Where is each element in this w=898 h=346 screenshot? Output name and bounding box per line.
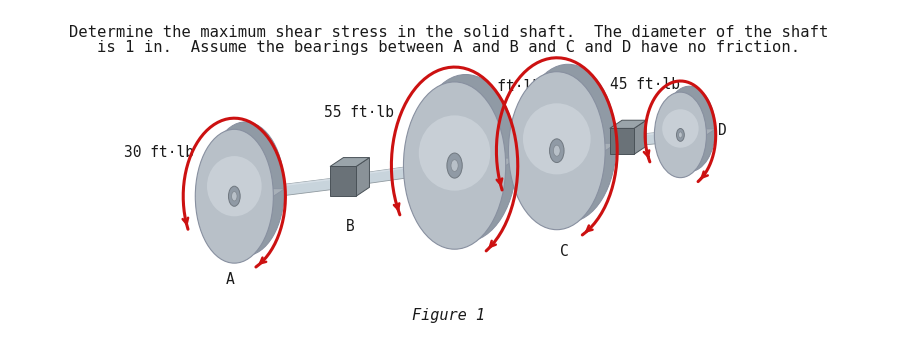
Polygon shape [610,120,647,128]
Text: B: B [346,219,355,234]
Ellipse shape [523,103,591,174]
Text: A: A [225,272,234,288]
Polygon shape [610,128,634,154]
Polygon shape [330,166,357,196]
Text: Determine the maximum shear stress in the solid shaft.  The diameter of the shaf: Determine the maximum shear stress in th… [69,25,829,40]
Polygon shape [655,129,716,135]
Polygon shape [621,129,691,137]
Ellipse shape [679,132,682,138]
Ellipse shape [207,122,285,256]
Ellipse shape [195,129,273,263]
Ellipse shape [447,153,462,178]
Ellipse shape [553,145,560,156]
Polygon shape [195,189,285,196]
Polygon shape [342,160,454,177]
Polygon shape [634,120,647,154]
Polygon shape [621,129,692,147]
Polygon shape [556,136,621,147]
Ellipse shape [662,109,699,148]
Polygon shape [453,145,556,162]
Polygon shape [330,157,369,166]
Ellipse shape [418,115,490,191]
Ellipse shape [403,82,506,249]
Polygon shape [357,157,369,196]
Polygon shape [403,158,517,166]
Text: Figure 1: Figure 1 [412,308,486,322]
Text: 55 ft·lb: 55 ft·lb [324,105,394,120]
Ellipse shape [232,192,237,201]
Text: is 1 in.  Assume the bearings between A and B and C and D have no friction.: is 1 in. Assume the bearings between A a… [98,40,800,55]
Polygon shape [556,136,622,156]
Polygon shape [342,160,455,187]
Ellipse shape [550,139,564,163]
Text: 45 ft·lb: 45 ft·lb [610,77,680,92]
Ellipse shape [655,92,707,177]
Polygon shape [233,176,353,202]
Ellipse shape [415,74,517,242]
Ellipse shape [676,128,684,141]
Polygon shape [233,176,352,192]
Text: 20 ft·lb: 20 ft·lb [471,79,541,94]
Ellipse shape [508,72,605,230]
Polygon shape [453,145,558,171]
Ellipse shape [664,86,716,172]
Ellipse shape [520,64,616,222]
Text: D: D [718,123,726,138]
Polygon shape [508,143,616,151]
Ellipse shape [451,160,458,171]
Text: C: C [559,244,568,258]
Ellipse shape [207,156,261,216]
Ellipse shape [228,186,240,206]
Text: 30 ft·lb: 30 ft·lb [124,145,194,160]
